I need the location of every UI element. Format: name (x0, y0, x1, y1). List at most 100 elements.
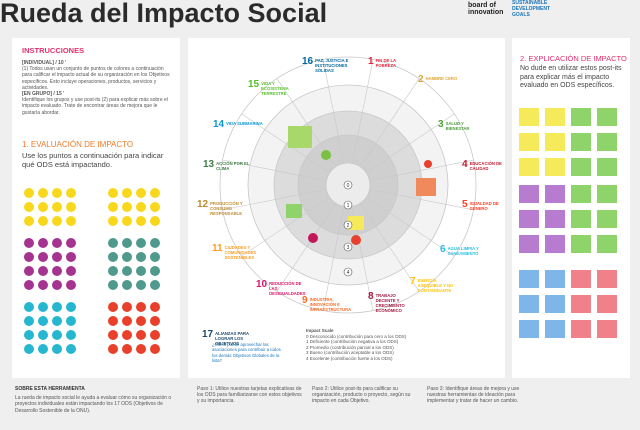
evaluation-text: Use los puntos a continuación para indic… (22, 151, 164, 169)
sticker (351, 235, 361, 245)
dot (150, 188, 160, 198)
dot (38, 280, 48, 290)
dot (108, 252, 118, 262)
dot (52, 330, 62, 340)
dot (150, 330, 160, 340)
post-it (571, 295, 591, 313)
dot (52, 202, 62, 212)
dot (38, 344, 48, 354)
post-it (519, 320, 539, 338)
dot (24, 344, 34, 354)
scale-label: 4 (347, 270, 350, 276)
dot (122, 252, 132, 262)
dot (136, 202, 146, 212)
goal-label: 6 AGUA LIMPIA Y SANEAMIENTO (440, 244, 488, 257)
goal-label: 17 ALIANZAS PARA LOGRAR LOS OBJETIVOS (202, 329, 255, 347)
dot (52, 280, 62, 290)
wheel-spoke (359, 203, 420, 292)
post-it (571, 158, 591, 176)
dot (38, 202, 48, 212)
impact-scale-item: 1 Deficiente (contribución negativa a lo… (306, 339, 399, 345)
dot (66, 330, 76, 340)
dot (136, 188, 146, 198)
goal-number: 3 (438, 119, 444, 130)
dot (66, 188, 76, 198)
dot (38, 316, 48, 326)
post-it (597, 158, 617, 176)
dot (52, 238, 62, 248)
wheel-spoke (222, 159, 327, 182)
instructions-heading: INSTRUCCIONES (22, 46, 85, 55)
wheel-spoke (366, 113, 455, 174)
instructions-body: [INDIVIDUAL] / 10 ' (1) Todos usan un co… (22, 60, 172, 116)
goal-label: 11 CIUDADES Y COMUNIDADES SOSTENIBLES (212, 244, 265, 261)
goal-label: 4 EDUCACIÓN DE CALIDAD (462, 160, 510, 172)
goal-number: 15 (248, 79, 260, 90)
post-it (519, 133, 539, 151)
wheel-spoke (351, 59, 374, 164)
goal-number: 6 (440, 244, 446, 255)
wheel-spoke (369, 188, 474, 211)
scale-marker (343, 242, 353, 252)
post-it (545, 133, 565, 151)
post-it (597, 235, 617, 253)
dot (150, 252, 160, 262)
dot (66, 266, 76, 276)
dot (52, 344, 62, 354)
goal-number: 17 (202, 329, 214, 340)
goal-label: 8 TRABAJO DECENTE Y CRECIMIENTO ECONÓMICO (368, 292, 416, 314)
dot (66, 344, 76, 354)
instruction-line: [INDIVIDUAL] / 10 ' (22, 60, 67, 66)
dot (136, 302, 146, 312)
post-it (571, 185, 591, 203)
dot (66, 216, 76, 226)
dot (108, 266, 118, 276)
brand-logo: board of innovation (468, 2, 504, 16)
post-it (571, 210, 591, 228)
sticker (321, 150, 331, 160)
post-it (519, 295, 539, 313)
goal-number: 16 (302, 56, 314, 67)
scale-label: 3 (347, 245, 350, 251)
goal-label: 14 VIDA SUBMARINA (213, 120, 266, 130)
goal-label: 13 ACCIÓN POR EL CLIMA (203, 160, 256, 172)
dot (136, 266, 146, 276)
goal-name: REDUCCIÓN DE LAS DESIGUALDADES (269, 281, 306, 296)
wheel-spoke (369, 159, 474, 182)
dot (52, 266, 62, 276)
dot (24, 302, 34, 312)
instruction-line: [EN GRUPO] / 15 ' (22, 91, 65, 98)
dot (122, 302, 132, 312)
dot (24, 202, 34, 212)
post-it (597, 210, 617, 228)
explanation-text: No dude en utilizar estos post-its para … (520, 65, 622, 89)
dot (122, 280, 132, 290)
goal-label: 7 ENERGÍA ASEQUIBLE Y NO CONTAMINANTE (410, 277, 458, 294)
left-panel: INSTRUCCIONES [INDIVIDUAL] / 10 ' (1) To… (12, 38, 180, 378)
wheel-spoke (322, 59, 345, 164)
goal-name: PRODUCCIÓN Y CONSUMO RESPONSABLE (210, 201, 243, 216)
wheel-spoke (359, 78, 420, 167)
goal-name: ENERGÍA ASEQUIBLE Y NO CONTAMINANTE (417, 278, 454, 293)
post-it (545, 295, 565, 313)
wheel-spoke (366, 196, 455, 257)
goal-number: 1 (368, 56, 374, 67)
post-it (545, 235, 565, 253)
about: SOBRE ESTA HERRAMIENTA La rueda de impac… (15, 386, 175, 414)
dot (66, 280, 76, 290)
post-it (571, 133, 591, 151)
dot (38, 238, 48, 248)
sticker (308, 233, 318, 243)
goal-name: VIDA Y ECOSISTEMA TERRESTRE (261, 81, 289, 96)
dot (24, 216, 34, 226)
dot (52, 252, 62, 262)
dot (24, 188, 34, 198)
impact-scale-item: 0 Desconocido (contribución para cero a … (306, 333, 407, 339)
goal-name: AGUA LIMPIA Y SANEAMIENTO (447, 246, 479, 256)
goal-name: PAZ, JUSTICIA E INSTITUCIONES SÓLIDAS (315, 58, 349, 73)
post-it (571, 320, 591, 338)
dot (24, 252, 34, 262)
dot (108, 188, 118, 198)
impact-scale-item: 2 Promedio (contribución parcial a los O… (306, 344, 394, 350)
post-it (519, 270, 539, 288)
